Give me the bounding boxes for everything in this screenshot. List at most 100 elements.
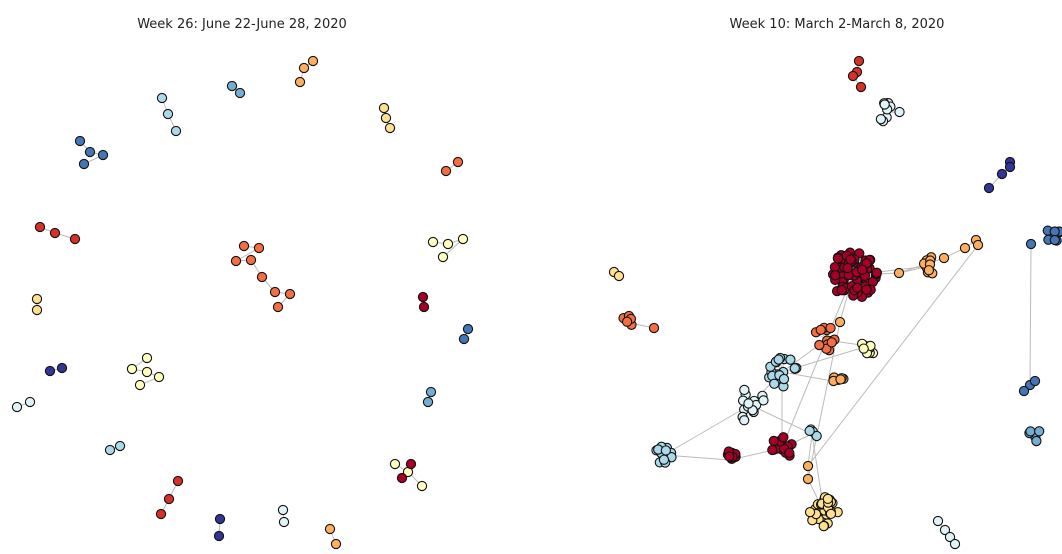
edge <box>750 405 812 434</box>
node <box>441 166 450 175</box>
node <box>105 445 114 454</box>
node <box>426 387 435 396</box>
node <box>397 473 406 482</box>
node <box>390 459 399 468</box>
node <box>257 272 266 281</box>
node <box>1032 436 1041 445</box>
node <box>25 397 34 406</box>
node <box>45 366 54 375</box>
node <box>843 263 852 272</box>
node <box>417 481 426 490</box>
node <box>254 243 263 252</box>
node <box>939 253 948 262</box>
node <box>171 126 180 135</box>
node <box>826 509 835 518</box>
node <box>835 317 844 326</box>
node <box>823 494 832 503</box>
node <box>805 508 814 517</box>
node <box>1050 227 1059 236</box>
node <box>833 254 842 263</box>
node <box>1030 376 1039 385</box>
node <box>163 109 172 118</box>
node <box>826 323 835 332</box>
node <box>308 56 317 65</box>
node <box>876 115 885 124</box>
node <box>779 374 788 383</box>
node <box>895 107 904 116</box>
left-title: Week 26: June 22-June 28, 2020 <box>137 17 347 32</box>
node <box>239 241 248 250</box>
node <box>32 294 41 303</box>
node <box>285 289 294 298</box>
node <box>1050 235 1059 244</box>
node <box>837 286 846 295</box>
node <box>12 402 21 411</box>
node <box>759 396 768 405</box>
node <box>815 340 824 349</box>
node <box>428 237 437 246</box>
node <box>661 446 670 455</box>
node <box>381 113 390 122</box>
node <box>463 324 472 333</box>
node <box>235 88 244 97</box>
node <box>725 452 734 461</box>
node <box>157 93 166 102</box>
node <box>960 243 969 252</box>
node <box>154 372 163 381</box>
node <box>35 222 44 231</box>
node <box>331 539 340 548</box>
node <box>827 338 836 347</box>
node <box>32 305 41 314</box>
node <box>786 355 795 364</box>
node <box>973 240 982 249</box>
node <box>785 448 794 457</box>
node <box>803 474 812 483</box>
node <box>227 81 236 90</box>
node <box>744 399 753 408</box>
node <box>98 150 107 159</box>
node <box>57 363 66 372</box>
node <box>423 397 432 406</box>
edge <box>1030 244 1031 385</box>
edge <box>664 405 750 455</box>
node <box>70 234 79 243</box>
node <box>173 476 182 485</box>
node <box>858 265 867 274</box>
node <box>853 283 862 292</box>
node <box>279 517 288 526</box>
node <box>614 271 623 280</box>
node <box>770 379 779 388</box>
node <box>997 169 1006 178</box>
node <box>774 355 783 364</box>
node <box>50 228 59 237</box>
node <box>859 344 868 353</box>
node <box>299 63 308 72</box>
node <box>803 461 812 470</box>
node <box>85 147 94 156</box>
node <box>880 100 889 109</box>
node <box>950 539 959 548</box>
node <box>419 302 428 311</box>
node <box>769 436 778 445</box>
node <box>659 455 668 464</box>
right-title: Week 10: March 2-March 8, 2020 <box>730 17 945 32</box>
node <box>278 505 287 514</box>
node <box>459 334 468 343</box>
node <box>79 159 88 168</box>
node <box>1019 386 1028 395</box>
node <box>894 268 903 277</box>
nodes <box>12 56 1062 548</box>
node <box>127 364 136 373</box>
node <box>406 459 415 468</box>
node <box>142 353 151 362</box>
node <box>1005 162 1014 171</box>
node <box>1026 239 1035 248</box>
node <box>443 239 452 248</box>
node <box>872 268 881 277</box>
node <box>1026 427 1035 436</box>
node <box>135 380 144 389</box>
node <box>836 375 845 384</box>
node <box>438 252 447 261</box>
node <box>164 494 173 503</box>
